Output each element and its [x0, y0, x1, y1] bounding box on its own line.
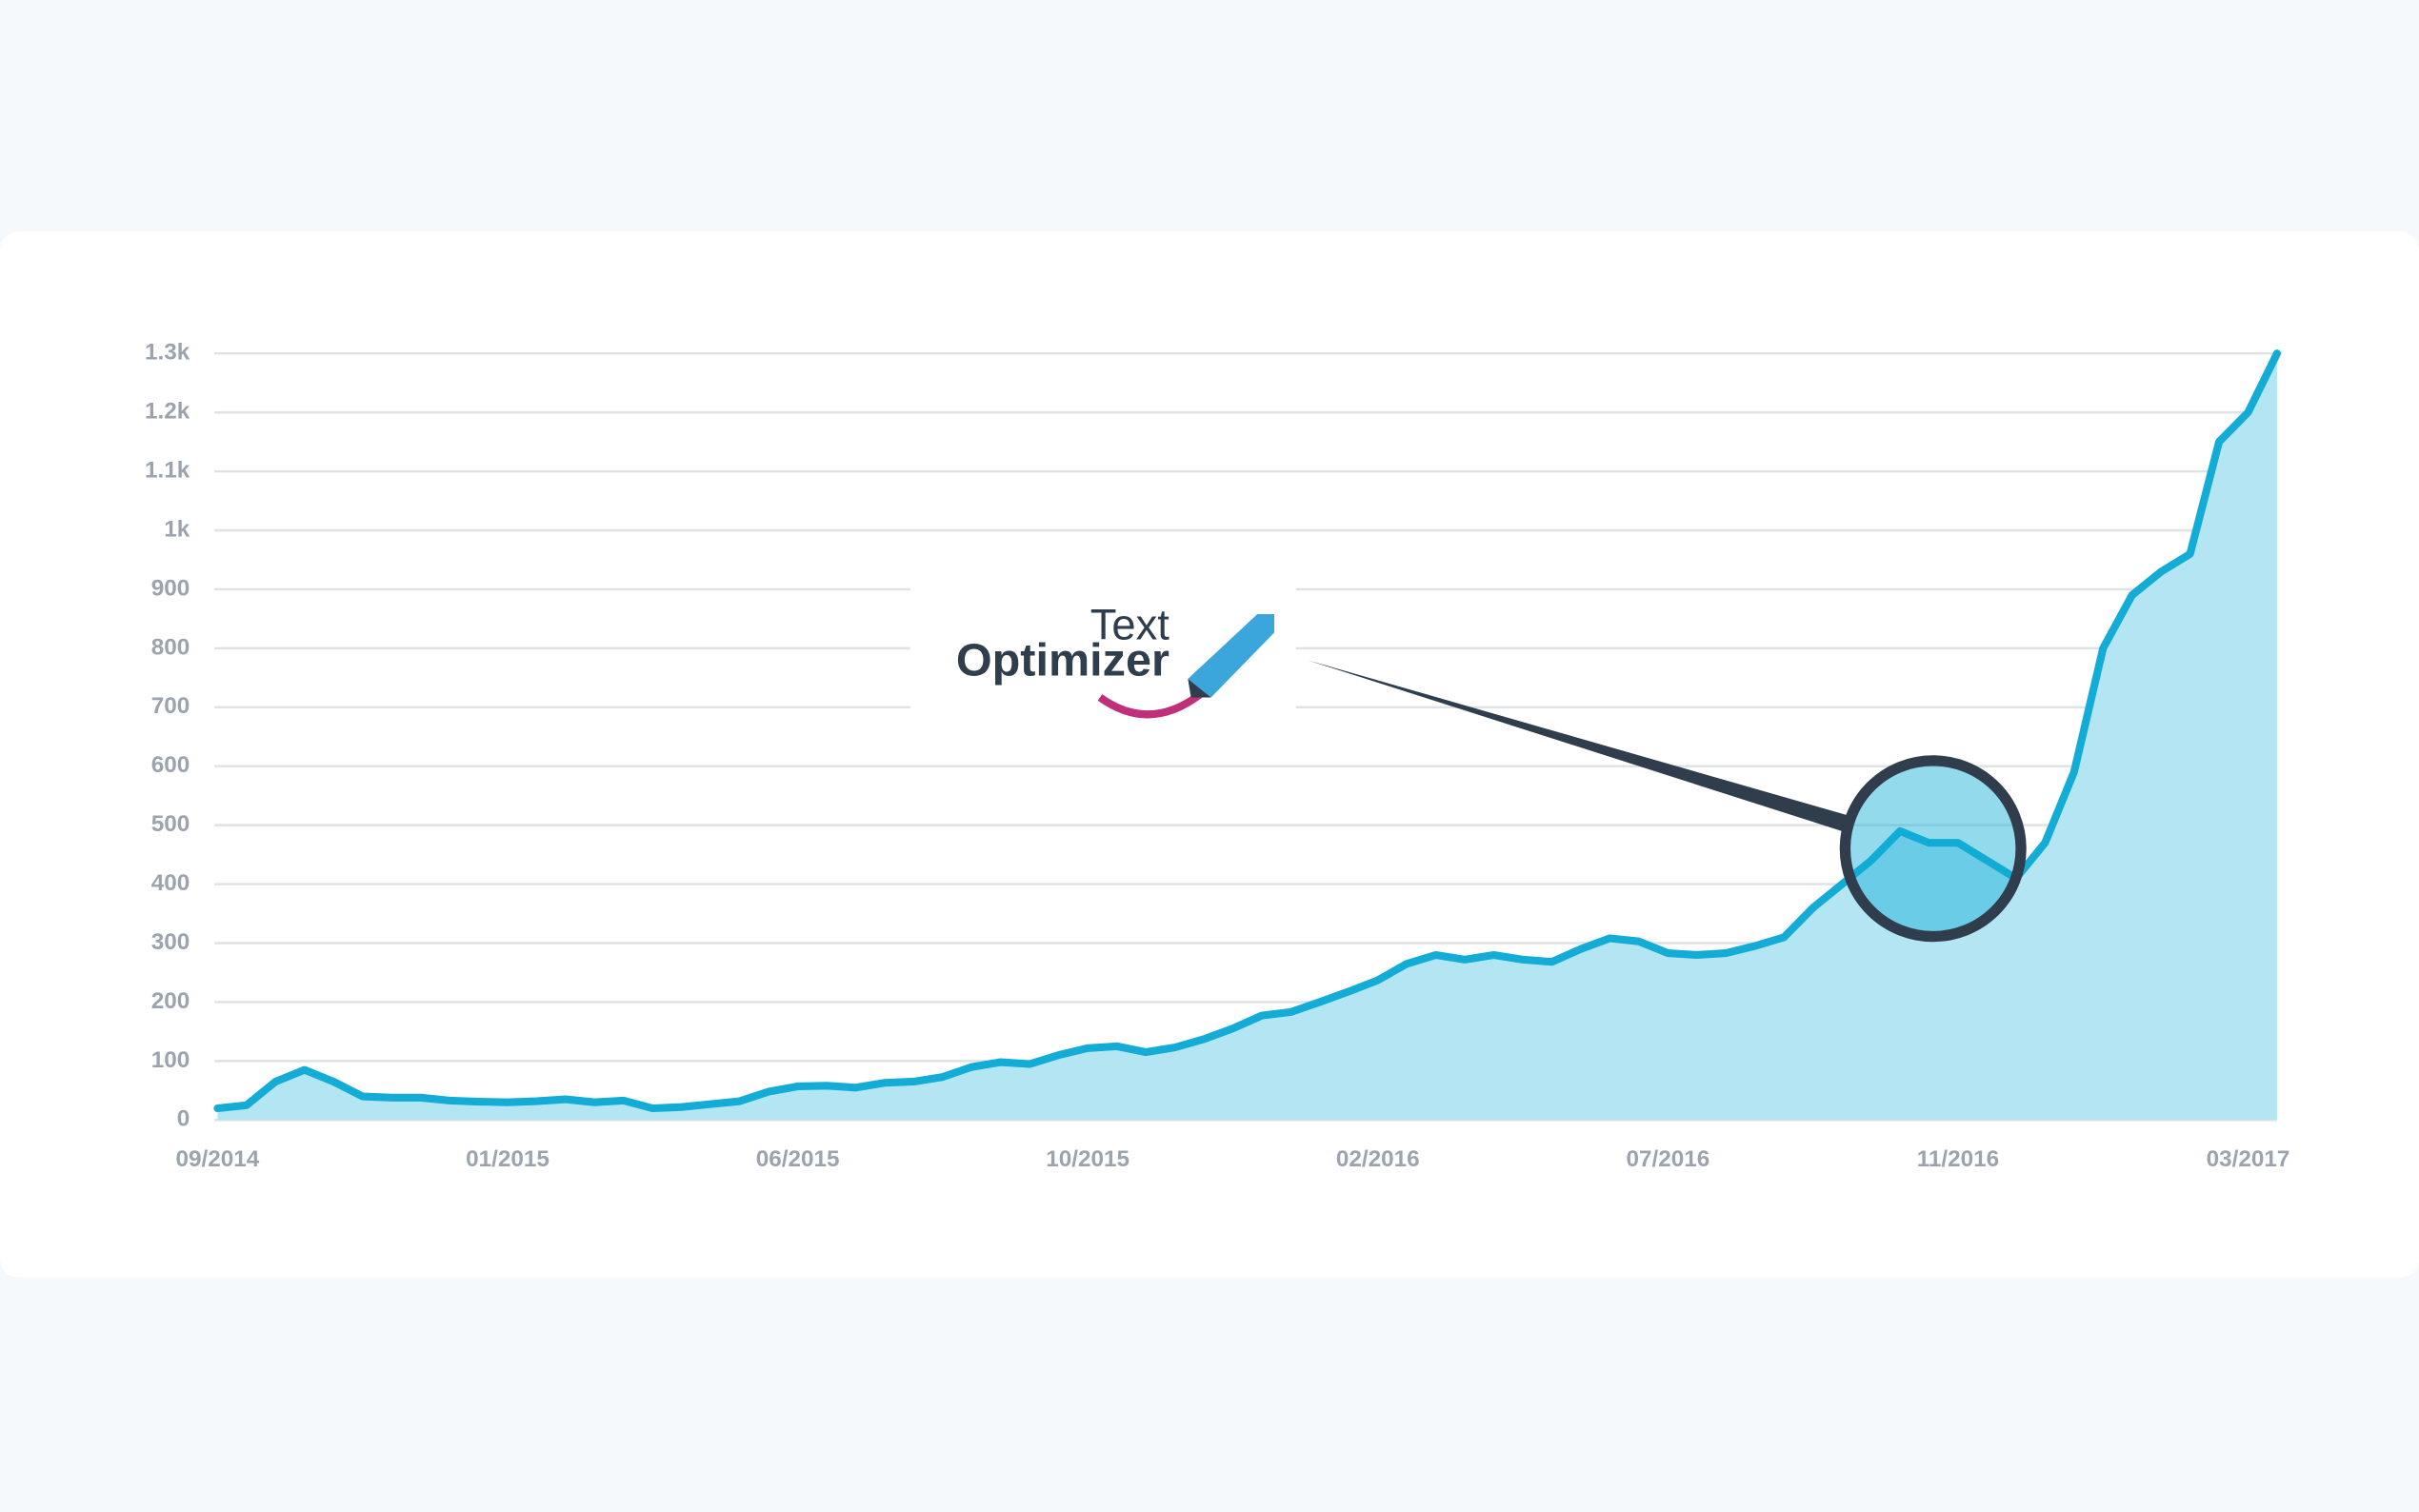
logo-pencil [1188, 613, 1275, 698]
y-tick-label: 0 [177, 1106, 190, 1132]
logo-text: Text [1090, 601, 1170, 649]
x-tick-label: 07/2016 [1626, 1146, 1709, 1172]
x-tick-label: 03/2017 [2207, 1146, 2290, 1172]
y-tick-label: 1k [164, 516, 190, 542]
y-tick-label: 200 [151, 988, 190, 1014]
y-tick-label: 1.3k [145, 340, 190, 366]
plot: 0 100 200 300 400 500 600 700 800 900 1k 1.1k 1.2k 1.… [145, 340, 2289, 1172]
x-tick-label: 06/2015 [756, 1146, 840, 1172]
y-tick-label: 1.2k [145, 399, 190, 425]
y-tick-label: 1.1k [145, 457, 190, 483]
y-tick-label: 700 [151, 693, 190, 719]
logo-text: Optimizer [956, 635, 1170, 686]
y-tick-label: 800 [151, 634, 190, 660]
logo-swoosh [1097, 690, 1203, 719]
area [217, 353, 2277, 1121]
y-tick-label: 900 [151, 575, 190, 601]
x-tick-label: 10/2015 [1046, 1146, 1130, 1172]
logo: Text Optimizer [910, 586, 2027, 943]
line [213, 349, 2282, 1113]
y-tick-label: 500 [151, 811, 190, 837]
logo-pencil-tip [1188, 679, 1211, 698]
x-tick-label: 02/2016 [1336, 1146, 1420, 1172]
x-tick-label: 09/2014 [176, 1146, 260, 1172]
y-tick-label: 100 [151, 1047, 190, 1073]
y-tick-label: 600 [151, 752, 190, 778]
x-tick-label: 11/2016 [1917, 1146, 1999, 1172]
y-tick-label: 400 [151, 870, 190, 896]
callout-pointer [1308, 660, 1856, 833]
y-tick-label: 300 [151, 929, 190, 955]
x-tick-label: 01/2015 [466, 1146, 550, 1172]
magnifier [1839, 755, 2027, 943]
